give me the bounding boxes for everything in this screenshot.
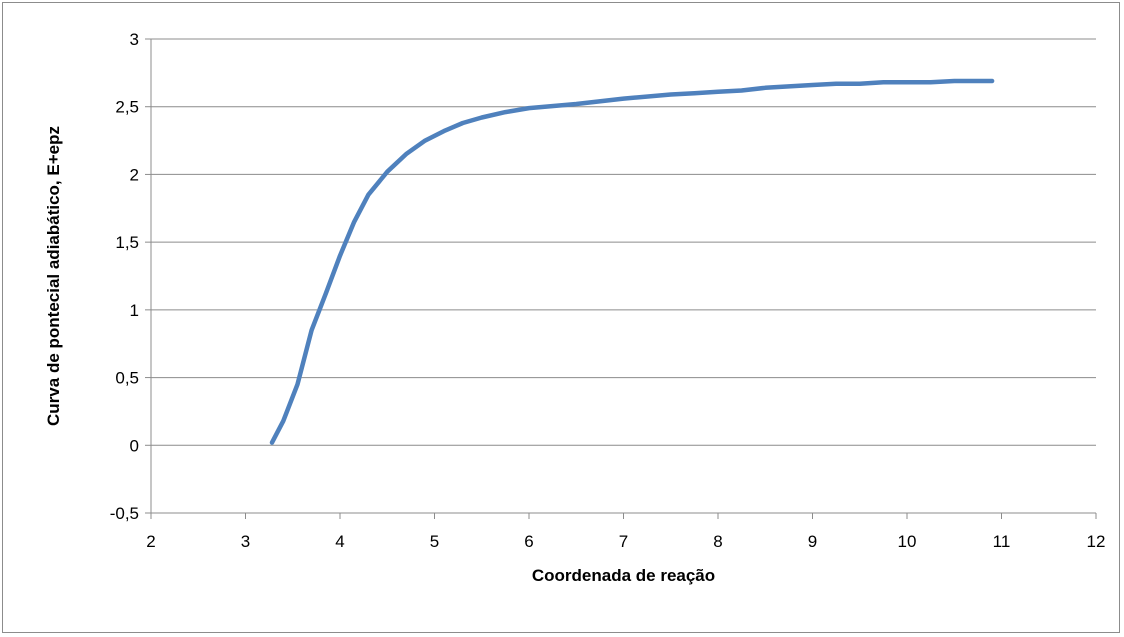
y-tick-label: 2	[130, 165, 139, 184]
y-tick-label: 2,5	[115, 98, 139, 117]
y-tick-label: 3	[130, 30, 139, 49]
axes	[145, 38, 1097, 519]
x-tick-label: 12	[1087, 532, 1106, 551]
x-tick-label: 6	[524, 532, 533, 551]
x-tick-label: 2	[146, 532, 155, 551]
gridlines	[151, 38, 1096, 514]
x-tick-label: 10	[898, 532, 917, 551]
x-tick-label: 4	[335, 532, 344, 551]
x-tick-label: 5	[430, 532, 439, 551]
x-tick-label: 11	[993, 532, 1011, 551]
x-tick-label: 9	[808, 532, 817, 551]
x-axis-title: Coordenada de reação	[532, 566, 715, 585]
y-tick-label: 1	[130, 301, 139, 320]
series-layer	[269, 78, 995, 445]
line-chart: -0,5 0 0,5 1 1,5 2 2,5 3 2 3 4 5 6 7 8 9 10 11 12 Coordena…	[44, 30, 1106, 585]
y-tick-label: 0,5	[115, 369, 139, 388]
tick-labels: -0,5 0 0,5 1 1,5 2 2,5 3 2 3 4 5 6 7 8 9 10 11 12	[110, 30, 1106, 551]
x-tick-label: 3	[241, 532, 250, 551]
y-tick-label: -0,5	[110, 504, 139, 523]
y-tick-label: 0	[130, 436, 139, 455]
series-line	[269, 78, 995, 445]
y-axis-title: Curva de pontecial adiabático, E+epz	[44, 126, 63, 426]
y-tick-label: 1,5	[115, 233, 139, 252]
x-tick-label: 7	[619, 532, 628, 551]
x-tick-label: 8	[713, 532, 722, 551]
